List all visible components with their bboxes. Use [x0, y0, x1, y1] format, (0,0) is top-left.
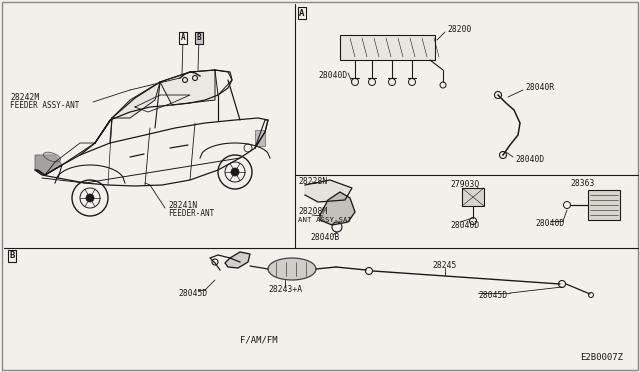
Polygon shape [112, 82, 160, 118]
Polygon shape [35, 155, 62, 175]
Text: 27903Q: 27903Q [450, 180, 479, 189]
Circle shape [86, 194, 94, 202]
FancyBboxPatch shape [462, 188, 484, 206]
Text: A: A [180, 33, 186, 42]
Text: E2B0007Z: E2B0007Z [580, 353, 623, 362]
Polygon shape [225, 252, 250, 268]
Text: 28045D: 28045D [178, 289, 207, 298]
Polygon shape [320, 192, 355, 225]
Text: 28040B: 28040B [310, 234, 339, 243]
Text: B: B [196, 33, 202, 42]
Text: 28208M: 28208M [298, 208, 327, 217]
FancyBboxPatch shape [588, 190, 620, 220]
Text: 28040D: 28040D [318, 71, 348, 80]
Text: 28200: 28200 [447, 26, 472, 35]
Polygon shape [305, 180, 352, 202]
Text: A: A [300, 9, 305, 17]
Text: FEEDER-ANT: FEEDER-ANT [168, 208, 214, 218]
Text: 28241N: 28241N [168, 201, 197, 209]
Text: F/AM/FM: F/AM/FM [240, 336, 278, 344]
Circle shape [231, 168, 239, 176]
Text: 28363: 28363 [570, 180, 595, 189]
Text: B: B [10, 251, 15, 260]
Text: 28242M: 28242M [10, 93, 39, 103]
Text: 28228N: 28228N [298, 177, 327, 186]
Text: ANT ASSY-SAT: ANT ASSY-SAT [298, 217, 352, 223]
Text: 28243+A: 28243+A [268, 285, 302, 295]
Text: 28040D: 28040D [535, 219, 564, 228]
Text: 28045D: 28045D [478, 291, 508, 299]
Ellipse shape [268, 258, 316, 280]
Bar [255, 130, 265, 146]
FancyBboxPatch shape [340, 35, 435, 60]
Text: 28245: 28245 [432, 260, 456, 269]
Text: 28040R: 28040R [525, 83, 554, 93]
Ellipse shape [44, 152, 61, 162]
Polygon shape [160, 70, 215, 105]
Text: FEEDER ASSY-ANT: FEEDER ASSY-ANT [10, 102, 79, 110]
Text: 28040D: 28040D [515, 155, 544, 164]
Text: 28040D: 28040D [450, 221, 479, 230]
